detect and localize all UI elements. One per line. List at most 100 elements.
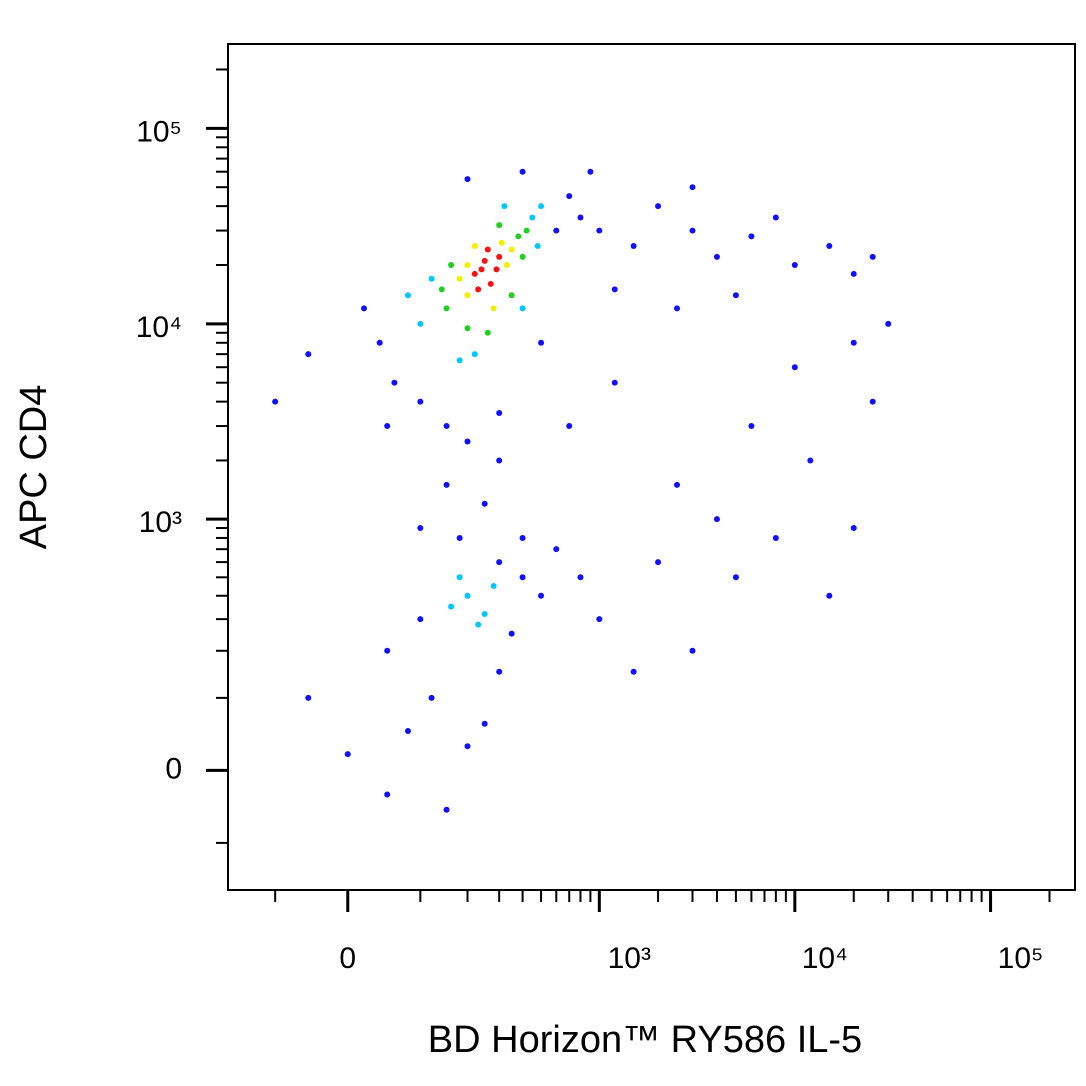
data-point [772,534,779,541]
data-point [689,184,696,191]
data-point [464,325,471,332]
data-point [566,423,573,430]
data-point [772,214,779,221]
data-point [384,647,391,654]
data-point [443,423,450,430]
data-point [630,668,637,675]
data-point [538,339,545,346]
data-point [674,481,681,488]
data-point [519,534,526,541]
data-point [611,379,618,386]
y-tick-label: 10⁴ [136,311,182,344]
x-tick-label: 10⁵ [998,942,1044,975]
data-point [417,398,424,405]
data-point [448,261,455,268]
data-point [689,647,696,654]
data-point [464,292,471,299]
data-point [791,261,798,268]
data-point [456,275,463,282]
data-point [417,525,424,532]
data-point [493,266,500,273]
y-tick-label: 10³ [139,506,182,539]
data-point [553,227,560,234]
data-point [272,398,279,405]
data-point [519,305,526,312]
data-point [630,243,637,250]
data-point [496,457,503,464]
x-tick-label: 10⁴ [802,942,848,975]
data-point [553,546,560,553]
data-point [508,630,515,637]
x-tick-label: 10³ [608,942,651,975]
data-point [428,275,435,282]
data-point [611,286,618,293]
data-point [748,233,755,240]
data-point [490,583,497,590]
data-point [384,423,391,430]
data-point [519,253,526,260]
data-point [484,329,491,336]
data-point [496,253,503,260]
data-point [791,364,798,371]
data-point [508,292,515,299]
data-point [496,222,503,229]
data-point [519,574,526,581]
data-point [496,409,503,416]
data-point [428,694,435,701]
data-point [534,243,541,250]
data-point [713,253,720,260]
data-point [498,239,505,246]
data-point [487,280,494,287]
data-point [596,227,603,234]
y-tick-label: 0 [165,752,182,785]
data-point [464,592,471,599]
data-point [674,305,681,312]
data-point [490,305,497,312]
data-point [538,592,545,599]
data-point [443,305,450,312]
data-point [850,339,857,346]
data-point [538,203,545,210]
x-axis-title: BD Horizon™ RY586 IL-5 [428,1019,862,1061]
data-point [475,286,482,293]
data-point [748,423,755,430]
plot-frame [227,43,1076,891]
data-point [501,203,508,210]
data-point [384,791,391,798]
data-point [456,534,463,541]
data-point [655,559,662,566]
data-point [529,214,536,221]
data-point [464,438,471,445]
data-point [471,270,478,277]
data-point [596,616,603,623]
data-point [515,233,522,240]
data-point [826,243,833,250]
data-point [443,806,450,813]
data-point [471,351,478,358]
data-point [464,176,471,183]
data-point [481,500,488,507]
data-point [577,574,584,581]
data-point [732,292,739,299]
data-point [417,320,424,327]
data-point [481,720,488,727]
data-point [456,574,463,581]
data-point [577,214,584,221]
y-tick-label: 10⁵ [136,115,182,148]
data-point [519,168,526,175]
data-point [305,351,312,358]
data-point [475,621,482,628]
data-point [713,516,720,523]
data-point [448,603,455,610]
data-point [481,610,488,617]
data-point [826,592,833,599]
data-point [869,253,876,260]
data-point [391,379,398,386]
data-point [344,751,351,758]
data-point [503,261,510,268]
data-point [566,193,573,200]
data-point [523,227,530,234]
data-point [478,266,485,273]
data-point [361,305,368,312]
data-point [508,246,515,253]
